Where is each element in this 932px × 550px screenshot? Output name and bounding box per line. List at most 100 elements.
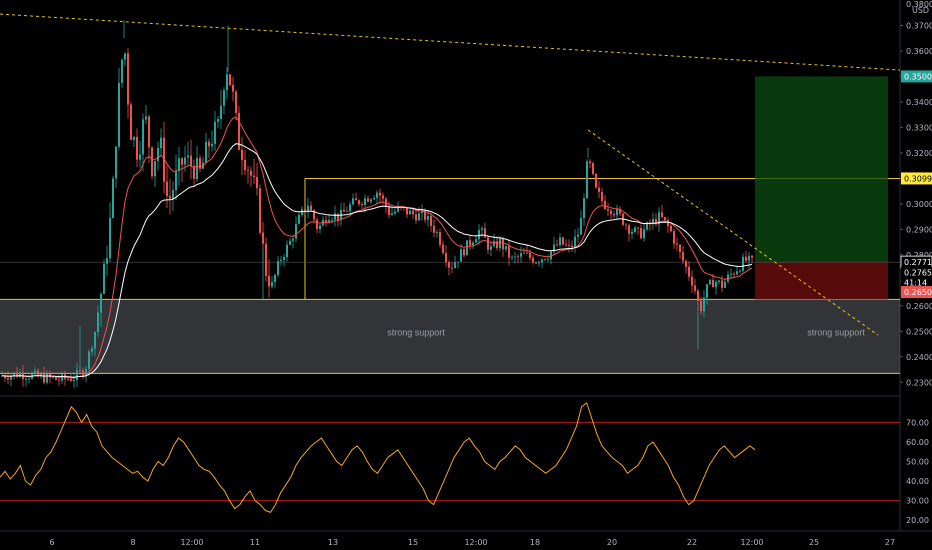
- candle-body: [445, 252, 447, 263]
- candle-body: [289, 240, 291, 245]
- candle-body: [163, 137, 165, 182]
- candle-body: [283, 257, 285, 261]
- candle-body: [199, 157, 201, 169]
- candle-body: [379, 192, 381, 196]
- candle-body: [142, 119, 144, 155]
- candle-body: [553, 244, 555, 252]
- candle-body: [439, 232, 441, 245]
- candle-body: [112, 178, 114, 218]
- candle-body: [688, 266, 690, 277]
- candle-body: [280, 260, 282, 262]
- candle-body: [109, 217, 111, 259]
- candle-body: [709, 279, 711, 285]
- time-tick-label: 13: [328, 538, 338, 547]
- annotations: strong support strong support: [387, 328, 865, 338]
- rsi-tick-label: 20.00: [906, 516, 929, 525]
- candle-body: [724, 281, 726, 288]
- candle-body: [217, 119, 219, 122]
- candle-body: [628, 225, 630, 234]
- price-tag-label: 41:14: [904, 279, 927, 288]
- candle-body: [607, 209, 609, 211]
- candle-body: [97, 312, 99, 332]
- candle-body: [310, 205, 312, 211]
- candle-body: [151, 147, 153, 177]
- rsi-panel: [0, 402, 900, 514]
- candle-body: [670, 225, 672, 232]
- candle-body: [55, 377, 57, 380]
- candle-body: [544, 259, 546, 261]
- candle-body: [610, 210, 612, 215]
- candle-body: [43, 374, 45, 383]
- candle-body: [667, 220, 669, 226]
- candle-body: [559, 237, 561, 246]
- candle-body: [106, 258, 108, 264]
- candle-body: [751, 255, 753, 258]
- candle-body: [316, 219, 318, 229]
- candle-body: [376, 192, 378, 198]
- profit-zone: [755, 76, 888, 263]
- candle-body: [85, 368, 87, 377]
- candle-body: [664, 217, 666, 221]
- candle-body: [520, 253, 522, 257]
- price-tag-label: 0.26500: [904, 288, 932, 297]
- candle-body: [712, 279, 714, 288]
- candle-body: [145, 116, 147, 120]
- candle-body: [508, 245, 510, 258]
- candle-body: [406, 207, 408, 215]
- rsi-tick-label: 30.00: [906, 497, 929, 506]
- candle-body: [367, 198, 369, 202]
- candle-body: [736, 271, 738, 275]
- candle-body: [259, 188, 261, 233]
- candle-body: [703, 297, 705, 312]
- time-tick-label: 11: [250, 538, 260, 547]
- candle-body: [718, 280, 720, 282]
- candle-body: [133, 137, 135, 140]
- loss-zone: [755, 262, 888, 300]
- candle-body: [229, 74, 231, 86]
- candle-body: [493, 241, 495, 247]
- candle-body: [196, 157, 198, 179]
- candle-body: [706, 284, 708, 298]
- strong-support-label: strong support: [387, 328, 445, 338]
- candle-body: [589, 161, 591, 164]
- rsi-axis[interactable]: 70.00 60.00 50.00 40.00 30.00 20.00: [906, 418, 929, 525]
- price-tag: [901, 172, 932, 185]
- candle-body: [481, 228, 483, 230]
- candle-body: [661, 212, 663, 218]
- candle-body: [397, 206, 399, 212]
- support-zone: [0, 299, 900, 374]
- time-tick-label: 22: [687, 538, 697, 547]
- candle-body: [103, 263, 105, 294]
- candle-body: [691, 276, 693, 286]
- candle-body: [511, 256, 513, 258]
- time-tick-label: 8: [130, 538, 135, 547]
- chart-drawings: [0, 76, 900, 374]
- time-axis[interactable]: 6 8 12:00 11 13 15 12:00 18 20 22 12:00 25 27: [49, 538, 895, 547]
- candle-body: [568, 245, 570, 246]
- candle-body: [469, 240, 471, 246]
- candle-body: [241, 149, 243, 160]
- candle-body: [454, 262, 456, 269]
- price-tag: [901, 266, 932, 279]
- candle-body: [181, 158, 183, 165]
- candle-body: [652, 218, 654, 225]
- candle-body: [658, 212, 660, 225]
- candle-body: [541, 259, 543, 263]
- time-tick-label: 12:00: [464, 538, 487, 547]
- candle-body: [292, 238, 294, 241]
- candle-body: [646, 222, 648, 230]
- candle-body: [10, 375, 12, 380]
- candle-body: [505, 245, 507, 250]
- rsi-line: [0, 402, 756, 514]
- candle-body: [595, 173, 597, 188]
- candle-body: [580, 218, 582, 235]
- candle-body: [358, 200, 360, 205]
- time-tick-label: 20: [607, 538, 617, 547]
- candle-body: [550, 251, 552, 260]
- candle-body: [184, 157, 186, 165]
